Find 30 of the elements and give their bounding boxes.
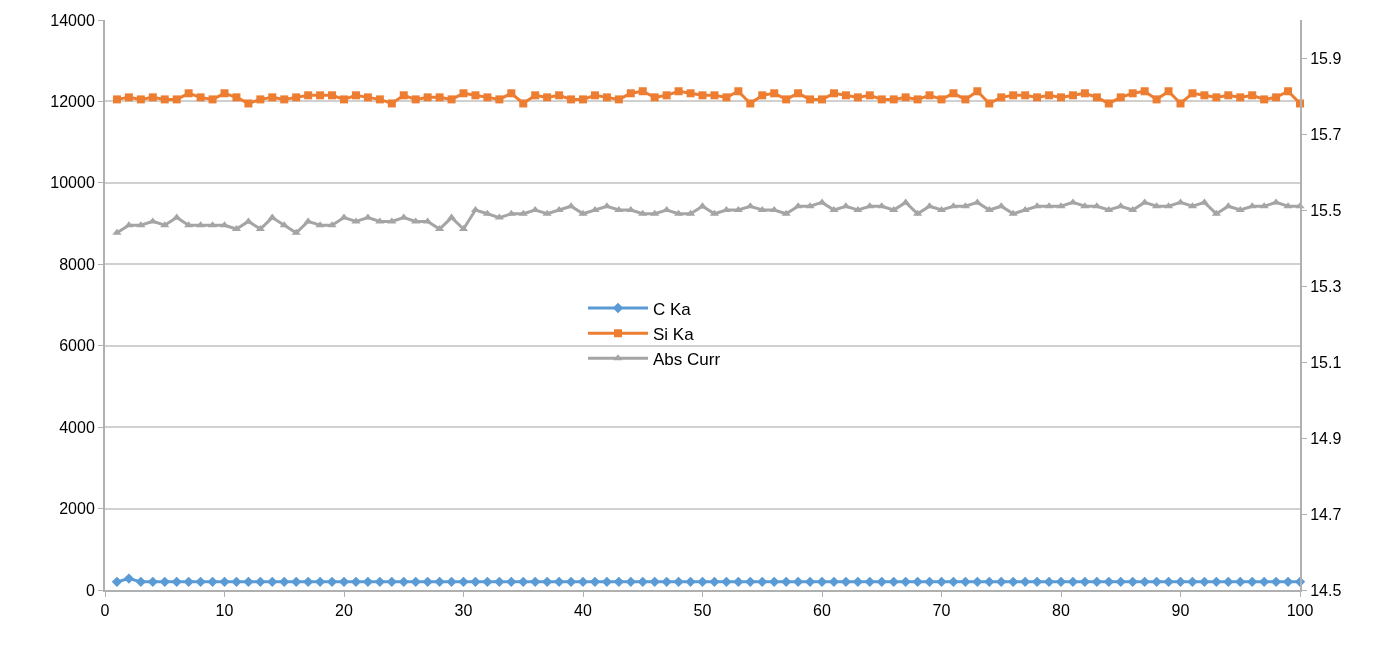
y-tick-label: 0 [85, 581, 95, 599]
legend-label: Si Ka [653, 324, 695, 344]
y-tick-label: 12000 [50, 93, 95, 111]
x-tick-label: 60 [813, 602, 831, 620]
y2-tick-label: 15.5 [1310, 201, 1342, 219]
y2-tick-label: 15.3 [1310, 277, 1342, 295]
x-tick-label: 30 [454, 602, 473, 620]
x-tick-label: 10 [215, 602, 234, 620]
x-tick-label: 90 [1171, 602, 1190, 620]
x-tick-label: 0 [100, 602, 110, 620]
y2-tick-label: 14.5 [1310, 581, 1342, 599]
x-tick-label: 100 [1286, 602, 1314, 620]
y2-tick-label: 15.7 [1310, 125, 1342, 143]
y-tick-label: 6000 [59, 337, 95, 355]
y2-tick-label: 14.7 [1310, 505, 1342, 523]
x-tick-label: 80 [1052, 602, 1070, 620]
y-tick-label: 4000 [59, 418, 95, 436]
x-tick-label: 20 [335, 602, 353, 620]
x-tick-label: 70 [932, 602, 951, 620]
legend-label: C Ka [653, 299, 692, 319]
y-tick-label: 14000 [50, 11, 95, 29]
y2-tick-label: 14.9 [1310, 429, 1342, 447]
x-tick-label: 40 [574, 602, 592, 620]
y-tick-label: 10000 [50, 174, 95, 192]
y2-tick-label: 15.1 [1310, 353, 1342, 371]
legend-label: Abs Curr [653, 349, 721, 369]
y-tick-label: 8000 [59, 255, 95, 273]
y-tick-label: 2000 [59, 500, 95, 518]
x-tick-label: 50 [693, 602, 712, 620]
y2-tick-label: 15.9 [1310, 49, 1342, 67]
